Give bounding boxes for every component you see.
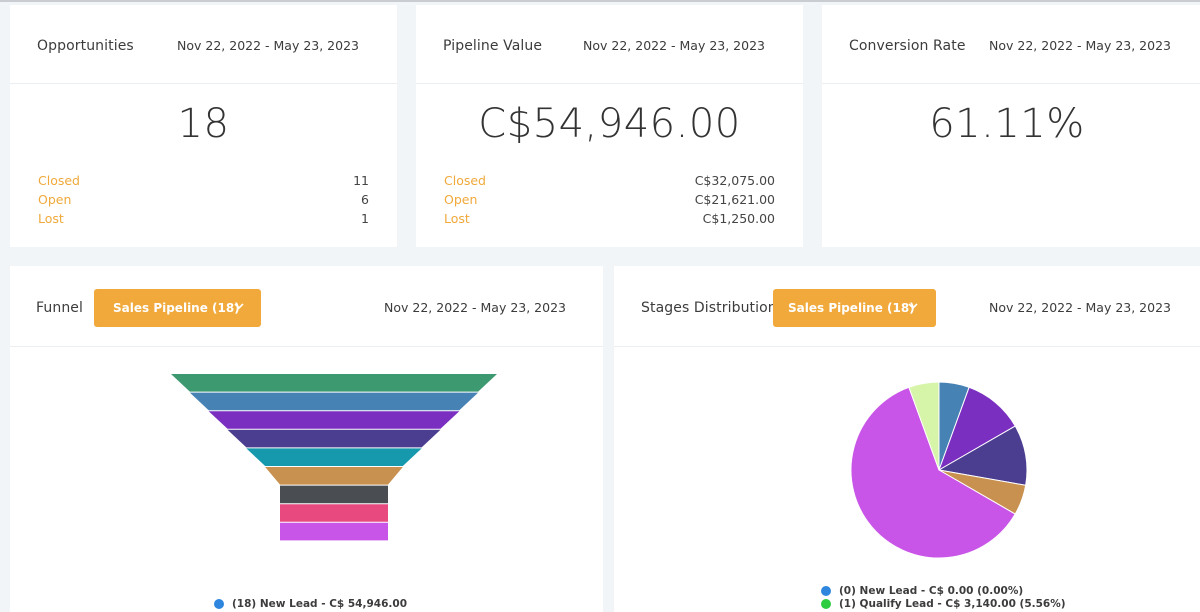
- stat-label: Closed: [38, 173, 80, 188]
- funnel-stage[interactable]: [189, 392, 479, 411]
- stat-value: C$21,621.00: [694, 192, 775, 207]
- pipeline-value-amount: C$54,946.00: [478, 101, 741, 147]
- card-title: Opportunities: [37, 38, 134, 54]
- card-title: Conversion Rate: [849, 38, 966, 54]
- funnel-chart: [171, 374, 497, 541]
- stages-distribution-panel: Stages Distribution Sales Pipeline (18) …: [614, 266, 1200, 612]
- legend-dot: [821, 586, 831, 596]
- panel-title: Stages Distribution: [641, 300, 777, 316]
- stat-value: C$32,075.00: [694, 173, 775, 188]
- date-range: Nov 22, 2022 - May 23, 2023: [583, 38, 765, 53]
- panel-header: [614, 266, 1200, 347]
- date-range: Nov 22, 2022 - May 23, 2023: [989, 300, 1171, 315]
- legend-item: (1) Qualify Lead - C$ 3,140.00 (5.56%): [821, 597, 1066, 611]
- dropdown-label: Sales Pipeline (18): [788, 301, 915, 315]
- card-header: [822, 5, 1200, 84]
- funnel-stage[interactable]: [265, 467, 403, 485]
- stat-label: Open: [444, 192, 478, 207]
- funnel-stage[interactable]: [208, 411, 460, 429]
- funnel-stage[interactable]: [280, 485, 388, 504]
- stat-row-lost: Lost C$1,250.00: [444, 211, 775, 229]
- top-border: [0, 0, 1200, 2]
- legend-item: (18) New Lead - C$ 54,946.00: [214, 597, 407, 611]
- stat-row-open: Open C$21,621.00: [444, 192, 775, 210]
- stat-value: 1: [361, 211, 369, 226]
- card-title: Pipeline Value: [443, 38, 543, 54]
- funnel-stage[interactable]: [171, 374, 497, 392]
- stat-value: 6: [361, 192, 369, 207]
- funnel-stage[interactable]: [246, 448, 422, 466]
- funnel-stage[interactable]: [280, 522, 388, 541]
- stat-value: C$1,250.00: [702, 211, 775, 226]
- stat-label: Closed: [444, 173, 486, 188]
- stat-label: Open: [38, 192, 72, 207]
- legend-label: (1) Qualify Lead - C$ 3,140.00 (5.56%): [839, 598, 1066, 610]
- card-header: [416, 5, 803, 84]
- chevron-down-icon: [908, 303, 918, 310]
- stat-row-closed: Closed C$32,075.00: [444, 173, 775, 191]
- pie-slice[interactable]: [908, 381, 940, 471]
- legend-dot: [214, 599, 224, 609]
- panel-title: Funnel: [36, 300, 84, 316]
- stat-row-open: Open 6: [38, 192, 369, 210]
- legend-item: (0) New Lead - C$ 0.00 (0.00%): [821, 584, 1023, 598]
- date-range: Nov 22, 2022 - May 23, 2023: [989, 38, 1171, 53]
- dropdown-label: Sales Pipeline (18): [113, 301, 240, 315]
- opportunities-count: 18: [177, 101, 230, 147]
- stat-label: Lost: [38, 211, 64, 226]
- legend-dot: [821, 599, 831, 609]
- stat-row-lost: Lost 1: [38, 211, 369, 229]
- chevron-down-icon: [234, 303, 244, 310]
- stat-value: 11: [353, 173, 369, 188]
- pipeline-value-card: Pipeline Value Nov 22, 2022 - May 23, 20…: [416, 5, 803, 247]
- pipeline-dropdown[interactable]: Sales Pipeline (18): [773, 289, 936, 327]
- funnel-panel: Funnel Sales Pipeline (18) Nov 22, 2022 …: [10, 266, 603, 612]
- stat-row-closed: Closed 11: [38, 173, 369, 191]
- pie-slice[interactable]: [850, 386, 1016, 559]
- stat-label: Lost: [444, 211, 470, 226]
- funnel-stage[interactable]: [280, 504, 388, 522]
- opportunities-card: Opportunities Nov 22, 2022 - May 23, 202…: [10, 5, 397, 247]
- date-range: Nov 22, 2022 - May 23, 2023: [177, 38, 359, 53]
- conversion-rate-card: Conversion Rate Nov 22, 2022 - May 23, 2…: [822, 5, 1200, 247]
- legend-label: (18) New Lead - C$ 54,946.00: [232, 598, 407, 610]
- stages-pie-chart: [850, 381, 1028, 559]
- pipeline-dropdown[interactable]: Sales Pipeline (18): [94, 289, 261, 327]
- conversion-rate-value: 61.11%: [929, 101, 1085, 147]
- legend-label: (0) New Lead - C$ 0.00 (0.00%): [839, 585, 1024, 597]
- panel-header: [10, 266, 603, 347]
- date-range: Nov 22, 2022 - May 23, 2023: [384, 300, 566, 315]
- card-header: [10, 5, 397, 84]
- funnel-stage[interactable]: [227, 429, 441, 448]
